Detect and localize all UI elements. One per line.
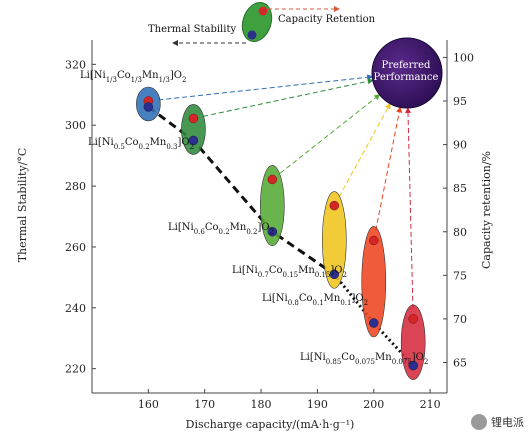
preferred-text-line1: Preferred — [382, 60, 432, 71]
preferred-performance-circle — [371, 37, 443, 109]
thermal-stability-point — [329, 269, 340, 280]
arrow-line — [158, 76, 368, 101]
left-y-tick-label: 280 — [65, 180, 86, 193]
thermal-stability-point — [267, 226, 278, 237]
material-markers — [136, 86, 426, 380]
material-ellipse — [260, 165, 285, 247]
material-labels: Li[Ni1/3Co1/3Mn1/3]O2 Li[Ni0.5Co0.2Mn0.3]… — [80, 70, 428, 366]
x-tick-label: 210 — [420, 398, 441, 411]
right-y-axis-ticks: 65 70 75 80 85 90 95 100 — [443, 51, 474, 369]
material-label: Li[Ni0.6Co0.2Mn0.2]O2 — [168, 222, 274, 236]
thermal-stability-point — [188, 135, 199, 146]
arrow-head — [373, 94, 381, 101]
material-ellipse — [322, 191, 347, 289]
left-y-tick-label: 220 — [65, 363, 86, 376]
x-tick-label: 190 — [307, 398, 328, 411]
arrow-line — [375, 112, 400, 231]
capacity-retention-point — [408, 314, 418, 324]
arrows — [158, 74, 414, 309]
legend-thermal-arrowhead — [172, 40, 178, 46]
left-y-tick-label: 300 — [65, 119, 86, 132]
x-tick-label: 180 — [251, 398, 272, 411]
legend-thermal-label: Thermal Stability — [148, 24, 236, 35]
right-y-tick-label: 75 — [453, 269, 467, 282]
watermark: 锂电派 — [471, 414, 524, 430]
thermal-stability-point — [408, 360, 418, 371]
arrow-line — [203, 80, 368, 117]
arrow-line — [338, 107, 389, 198]
arrow-line — [279, 97, 376, 174]
legend-capacity-dot — [258, 6, 268, 16]
right-y-tick-label: 70 — [453, 313, 467, 326]
capacity-retention-point — [188, 113, 199, 124]
wechat-icon — [471, 414, 487, 430]
watermark-text: 锂电派 — [491, 416, 524, 429]
x-tick-label: 160 — [138, 398, 159, 411]
legend-ellipse — [241, 1, 273, 43]
material-label: Li[Ni0.85Co0.075Mn0.075]O2 — [300, 352, 428, 366]
arrow-head — [405, 106, 412, 114]
preferred-performance: Preferred Performance — [371, 37, 443, 109]
right-y-axis-title: Capacity retention/% — [480, 151, 493, 269]
material-label: Li[Ni1/3Co1/3Mn1/3]O2 — [80, 70, 186, 84]
right-y-tick-label: 100 — [453, 51, 474, 64]
right-y-tick-label: 80 — [453, 226, 467, 239]
right-y-tick-label: 65 — [453, 356, 467, 369]
arrow-head — [367, 78, 374, 85]
material-ellipse — [361, 226, 387, 338]
arrow-head — [385, 102, 391, 110]
right-y-tick-label: 85 — [453, 182, 467, 195]
right-y-tick-label: 95 — [453, 95, 467, 108]
x-tick-label: 170 — [194, 398, 215, 411]
left-y-axis-title: Thermal Stability/°C — [16, 148, 29, 263]
material-ellipse — [400, 304, 426, 380]
legend-capacity-label: Capacity Retention — [278, 14, 376, 25]
capacity-retention-point — [267, 174, 278, 185]
legend-thermal-dot — [247, 30, 257, 40]
thermal-stability-point — [368, 318, 379, 328]
legend-capacity-arrowhead — [334, 6, 340, 12]
capacity-retention-point — [329, 200, 340, 211]
arrow-head — [396, 106, 403, 113]
left-y-tick-label: 260 — [65, 241, 86, 254]
preferred-text-line2: Performance — [374, 72, 439, 83]
right-y-tick-label: 90 — [453, 139, 467, 152]
thermal-trend-dotted — [333, 273, 415, 367]
left-y-tick-label: 240 — [65, 302, 86, 315]
material-label: Li[Ni0.8Co0.1Mn0.1]O2 — [262, 293, 368, 307]
trend-lines — [147, 105, 415, 367]
x-tick-label: 200 — [363, 398, 384, 411]
capacity-retention-point — [368, 235, 379, 246]
thermal-stability-point — [143, 102, 154, 112]
plot-frame — [91, 40, 448, 394]
material-label: Li[Ni0.5Co0.2Mn0.3]O2 — [88, 137, 194, 151]
left-y-tick-label: 320 — [65, 58, 86, 71]
x-axis-ticks: 160 170 180 190 200 210 — [138, 389, 441, 411]
material-ellipse — [181, 104, 206, 155]
arrow-line — [407, 112, 414, 309]
thermal-trend-dashed — [147, 105, 336, 276]
left-y-axis-ticks: 220 240 260 280 300 320 — [65, 58, 96, 376]
legend: Capacity Retention Thermal Stability — [148, 1, 376, 46]
x-axis-title: Discharge capacity/(mA·h·g⁻¹) — [186, 418, 355, 431]
material-label: Li[Ni0.7Co0.15Mn0.15]O2 — [232, 265, 347, 279]
